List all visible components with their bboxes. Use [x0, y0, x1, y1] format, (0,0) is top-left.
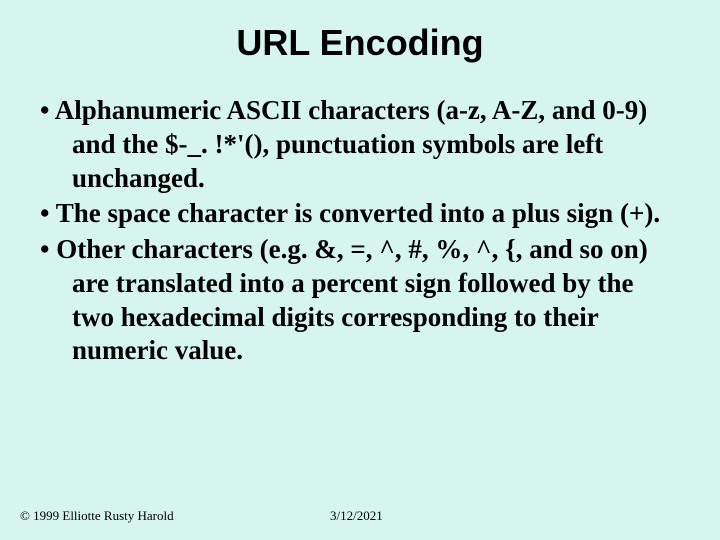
- copyright-text: © 1999 Elliotte Rusty Harold: [20, 508, 174, 524]
- bullet-list: Alphanumeric ASCII characters (a-z, A-Z,…: [40, 94, 680, 368]
- slide-title: URL Encoding: [0, 0, 720, 74]
- list-item: Alphanumeric ASCII characters (a-z, A-Z,…: [40, 94, 680, 195]
- list-item: Other characters (e.g. &, =, ^, #, %, ^,…: [40, 233, 680, 368]
- slide-content: Alphanumeric ASCII characters (a-z, A-Z,…: [0, 74, 720, 368]
- date-text: 3/12/2021: [330, 508, 383, 524]
- list-item: The space character is converted into a …: [40, 197, 680, 231]
